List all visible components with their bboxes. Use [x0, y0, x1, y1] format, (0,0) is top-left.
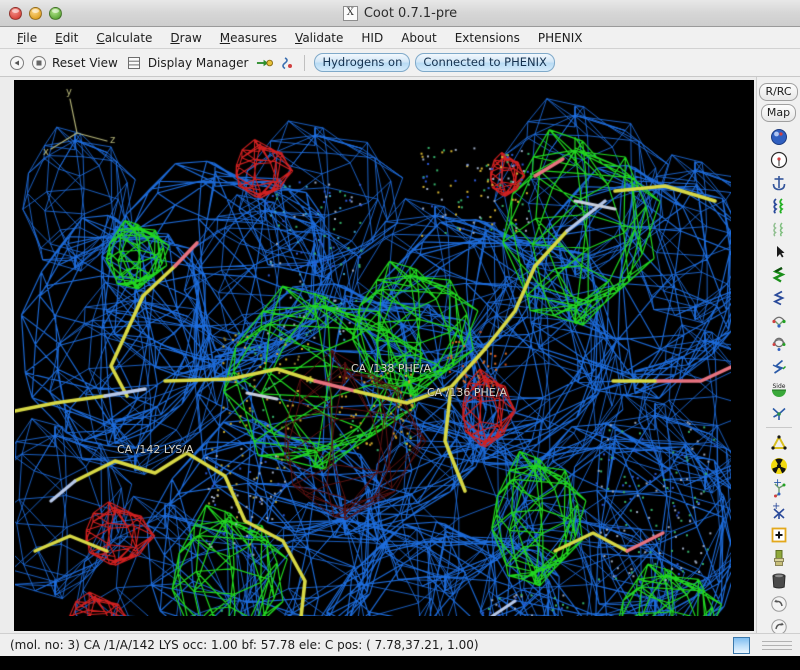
rotation-centre-button[interactable]: R/RC	[759, 83, 798, 101]
rotate-translate-icon[interactable]	[762, 286, 796, 309]
add-alt-conf-icon[interactable]: +	[762, 500, 796, 523]
density-map-canvas[interactable]	[15, 81, 731, 616]
toolbar-separator	[304, 54, 306, 71]
window-title-group: X Coot 0.7.1-pre	[0, 5, 800, 21]
map-button[interactable]: Map	[760, 104, 797, 122]
molecular-graphics-view[interactable]: CA /142 LYS/A CA /138 PHE/A CA /136 PHE/…	[14, 80, 754, 631]
sphere-blue-icon[interactable]	[762, 125, 796, 148]
main-toolbar: Reset View Display Manager Hydrogens on	[0, 49, 800, 77]
hydrogens-toggle-button[interactable]: Hydrogens on	[314, 53, 411, 72]
close-button[interactable]	[9, 6, 22, 20]
toolbox-separator-1	[765, 427, 792, 428]
place-atom-at-pointer-icon[interactable]	[762, 523, 796, 546]
menu-file[interactable]: File	[17, 30, 38, 45]
flip-peptide-icon[interactable]	[762, 355, 796, 378]
pointer-icon[interactable]	[762, 240, 796, 263]
go-to-atom-icon[interactable]	[256, 54, 274, 71]
reset-view-label[interactable]: Reset View	[52, 55, 118, 70]
svg-text:+: +	[773, 479, 782, 489]
svg-text:+: +	[772, 502, 780, 512]
clear-pending-picks-icon[interactable]	[762, 546, 796, 569]
auto-fit-rotamer-icon[interactable]	[762, 431, 796, 454]
status-lines-icon	[762, 639, 792, 651]
recentre-icon[interactable]	[30, 54, 47, 71]
redo-icon[interactable]	[762, 615, 796, 633]
real-space-refine-icon[interactable]	[762, 309, 796, 332]
delete-item-icon[interactable]	[762, 569, 796, 592]
radiation-damage-icon[interactable]	[762, 454, 796, 477]
minimize-button[interactable]	[29, 6, 42, 20]
status-bar: (mol. no: 3) CA /1/A/142 LYS occ: 1.00 b…	[0, 633, 800, 656]
menu-calculate[interactable]: Calculate	[96, 30, 153, 45]
menu-draw[interactable]: Draw	[170, 30, 202, 45]
right-toolbox: R/RC Map	[756, 77, 800, 633]
gl-view-container: CA /142 LYS/A CA /138 PHE/A CA /136 PHE/…	[0, 77, 756, 633]
display-manager-label[interactable]: Display Manager	[147, 55, 249, 70]
menu-edit[interactable]: Edit	[55, 30, 79, 45]
display-manager-icon[interactable]	[126, 54, 143, 71]
side-chain-icon[interactable]: Side	[762, 378, 796, 401]
window-title: Coot 0.7.1-pre	[363, 5, 458, 21]
status-color-swatch[interactable]	[733, 636, 750, 654]
edit-chi-angles-icon[interactable]	[762, 332, 796, 355]
bond-rotate-icon[interactable]	[278, 54, 295, 71]
rigid-body-fit-icon[interactable]	[762, 263, 796, 286]
refine-zone-icon[interactable]	[762, 194, 796, 217]
phenix-connection-button[interactable]: Connected to PHENIX	[415, 53, 555, 72]
back-arrow-icon[interactable]	[8, 54, 25, 71]
menu-measures[interactable]: Measures	[219, 30, 278, 45]
title-bar: X Coot 0.7.1-pre	[0, 0, 800, 27]
zoom-button[interactable]	[49, 6, 62, 20]
undo-icon[interactable]	[762, 592, 796, 615]
menu-validate[interactable]: Validate	[295, 30, 344, 45]
clock-circle-icon[interactable]	[762, 148, 796, 171]
add-terminal-residue-icon[interactable]: +	[762, 477, 796, 500]
window-controls	[9, 0, 62, 26]
anchor-icon[interactable]	[762, 171, 796, 194]
window-body: CA /142 LYS/A CA /138 PHE/A CA /136 PHE/…	[0, 77, 800, 633]
status-text: (mol. no: 3) CA /1/A/142 LYS occ: 1.00 b…	[10, 638, 479, 652]
menu-phenix[interactable]: PHENIX	[537, 30, 583, 45]
menu-bar: File Edit Calculate Draw Measures Valida…	[0, 27, 800, 49]
mutate-icon[interactable]	[762, 401, 796, 424]
menu-extensions[interactable]: Extensions	[454, 30, 520, 45]
svg-text:Side: Side	[772, 383, 785, 390]
menu-hid[interactable]: HID	[361, 30, 384, 45]
coot-main-window: X Coot 0.7.1-pre File Edit Calculate Dra…	[0, 0, 800, 656]
regularize-zone-icon[interactable]	[762, 217, 796, 240]
menu-about[interactable]: About	[401, 30, 437, 45]
x11-icon: X	[342, 5, 358, 21]
